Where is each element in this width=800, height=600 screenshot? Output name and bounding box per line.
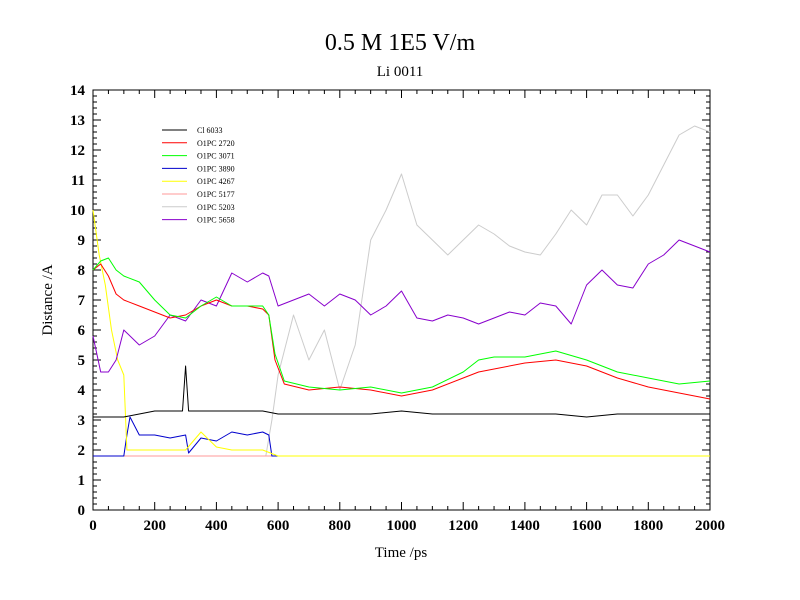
y-tick-label: 7 bbox=[78, 293, 86, 309]
y-tick-label: 5 bbox=[78, 353, 86, 369]
x-tick-label: 1000 bbox=[387, 518, 417, 534]
y-tick-label: 13 bbox=[70, 113, 85, 129]
legend-label: O1PC 3071 bbox=[197, 152, 235, 161]
x-tick-label: 400 bbox=[205, 518, 228, 534]
legend-label: O1PC 5203 bbox=[197, 203, 235, 212]
y-tick-label: 4 bbox=[78, 383, 86, 399]
legend-label: O1PC 5658 bbox=[197, 216, 235, 225]
series-line-o1pc-4267 bbox=[92, 209, 710, 457]
series-line-o1pc-5658 bbox=[92, 239, 711, 373]
y-tick-label: 11 bbox=[71, 173, 85, 189]
series-layer bbox=[92, 125, 711, 457]
legend-label: Cl 6033 bbox=[197, 126, 223, 135]
series-line-o1pc-3071 bbox=[92, 257, 711, 394]
legend: Cl 6033 O1PC 2720 O1PC 3071 O1PC 3890 O1PC 4… bbox=[162, 126, 235, 225]
x-axis-title: Time /ps bbox=[375, 545, 428, 561]
x-tick-label: 2000 bbox=[695, 518, 725, 534]
series-line-o1pc-5203 bbox=[93, 125, 711, 457]
y-tick-label: 10 bbox=[70, 203, 85, 219]
y-tick-label: 6 bbox=[78, 323, 86, 339]
y-tick-label: 2 bbox=[78, 443, 86, 459]
legend-label: O1PC 4267 bbox=[197, 177, 235, 186]
y-tick-label: 9 bbox=[78, 233, 86, 249]
x-tick-label: 800 bbox=[329, 518, 352, 534]
chart-title: 0.5 M 1E5 V/m bbox=[324, 30, 476, 56]
x-tick-label: 1400 bbox=[510, 518, 540, 534]
x-tick-label: 0 bbox=[89, 518, 97, 534]
series-line-o1pc-2720 bbox=[92, 263, 711, 400]
x-tick-label: 1800 bbox=[633, 518, 663, 534]
y-tick-label: 0 bbox=[78, 503, 86, 519]
y-tick-label: 8 bbox=[78, 263, 86, 279]
x-tick-label: 600 bbox=[267, 518, 290, 534]
axis-ticks: 0 200 400 600 800 1000 1200 1400 1600 1800 2000012… bbox=[70, 83, 725, 534]
series-line-cl-6033 bbox=[93, 365, 710, 418]
x-tick-label: 1600 bbox=[572, 518, 602, 534]
y-tick-label: 14 bbox=[70, 83, 86, 99]
legend-label: O1PC 3890 bbox=[197, 164, 235, 173]
y-tick-label: 1 bbox=[78, 473, 86, 489]
x-tick-label: 200 bbox=[143, 518, 166, 534]
x-tick-label: 1200 bbox=[448, 518, 478, 534]
legend-label: O1PC 5177 bbox=[197, 190, 235, 199]
y-axis-title: Distance /A bbox=[40, 264, 56, 335]
y-tick-label: 3 bbox=[78, 413, 86, 429]
legend-label: O1PC 2720 bbox=[197, 139, 235, 148]
plot-frame bbox=[92, 89, 711, 511]
chart-subtitle: Li 0011 bbox=[376, 64, 424, 80]
y-tick-label: 12 bbox=[70, 143, 85, 159]
